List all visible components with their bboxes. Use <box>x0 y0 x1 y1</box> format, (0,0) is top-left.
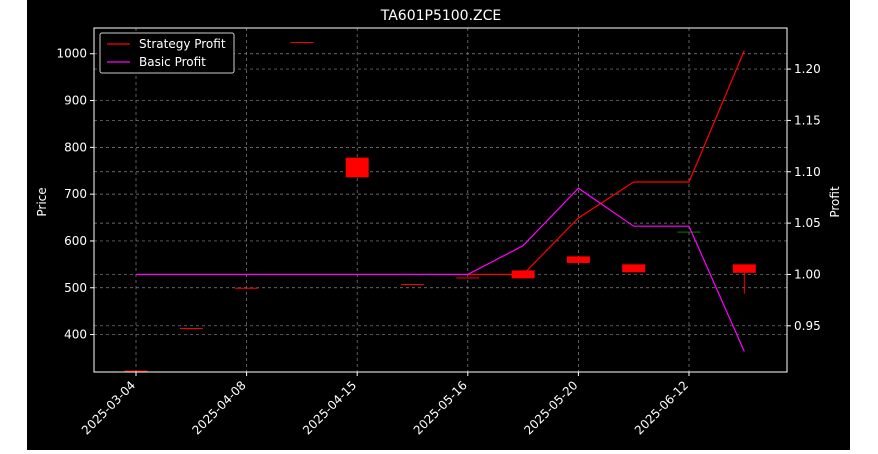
chart-svg: TA601P5100.ZCE Price Profit 400 500 600 700… <box>35 8 842 437</box>
right-tick-label-2: 1.05 <box>794 216 821 230</box>
chart-figure: TA601P5100.ZCE Price Profit 400 500 600 700… <box>27 0 850 450</box>
left-tick-label-0: 400 <box>64 328 87 342</box>
grid <box>94 28 787 372</box>
right-tick-label-5: 1.20 <box>794 62 821 76</box>
x-tick-label-2: 2025-04-15 <box>300 378 359 437</box>
x-axis: 2025-03-04 2025-04-08 2025-04-15 2025-05-16… <box>79 372 691 437</box>
plot-frame <box>93 27 788 373</box>
candle-body-8 <box>566 256 590 263</box>
candle-body-6 <box>456 277 480 279</box>
x-tick-label-3: 2025-05-16 <box>411 378 470 437</box>
series-line-strategy-profit <box>467 50 745 275</box>
left-tick-label-6: 1000 <box>56 47 87 61</box>
left-tick-label-5: 900 <box>64 94 87 108</box>
x-tick-label-5: 2025-06-12 <box>632 378 691 437</box>
left-axis: 400 500 600 700 800 900 1000 <box>56 47 94 342</box>
left-tick-label-3: 700 <box>64 187 87 201</box>
candle-body-10 <box>677 231 701 233</box>
left-tick-label-4: 800 <box>64 140 87 154</box>
chart-title: TA601P5100.ZCE <box>380 8 502 24</box>
x-tick-label-0: 2025-03-04 <box>79 378 138 437</box>
legend-label-strategy: Strategy Profit <box>139 37 226 51</box>
left-tick-label-2: 600 <box>64 234 87 248</box>
right-axis: 0.95 1.00 1.05 1.10 1.15 1.20 <box>787 62 821 333</box>
candle-body-11 <box>732 264 756 273</box>
x-tick-label-4: 2025-05-20 <box>521 378 580 437</box>
legend: Strategy Profit Basic Profit <box>99 32 235 74</box>
candles <box>124 42 756 372</box>
candle-body-9 <box>622 264 646 273</box>
right-tick-label-4: 1.15 <box>794 113 821 127</box>
right-axis-label: Profit <box>828 186 842 218</box>
candle-body-5 <box>401 284 424 286</box>
left-tick-label-1: 500 <box>64 281 87 295</box>
left-axis-label: Price <box>35 187 49 216</box>
candle-body-4 <box>345 157 369 178</box>
x-tick-label-1: 2025-04-08 <box>190 378 249 437</box>
legend-box <box>99 32 235 74</box>
candle-body-1 <box>179 328 203 330</box>
series-line-basic-profit <box>136 187 745 352</box>
right-tick-label-1: 1.00 <box>794 267 821 281</box>
right-tick-label-3: 1.10 <box>794 165 821 179</box>
candle-body-2 <box>235 287 259 289</box>
candle-body-3 <box>290 42 314 44</box>
profit-lines <box>136 50 745 352</box>
candle-body-0 <box>124 370 148 372</box>
right-tick-label-0: 0.95 <box>794 319 821 333</box>
legend-label-basic: Basic Profit <box>139 55 206 69</box>
